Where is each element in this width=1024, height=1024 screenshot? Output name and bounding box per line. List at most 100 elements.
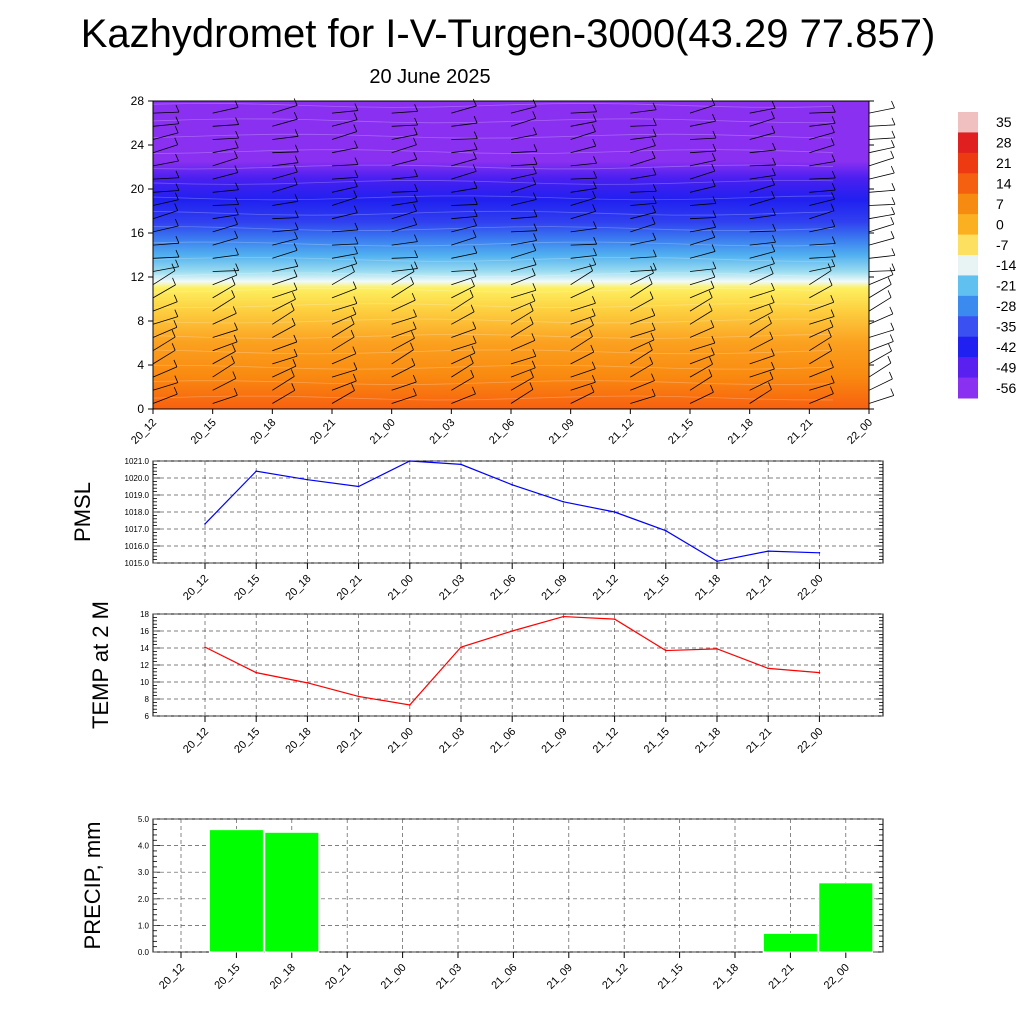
wind-barb-flag <box>472 386 476 395</box>
wind-barb <box>331 186 358 193</box>
data-point <box>562 501 565 503</box>
wind-barb <box>689 375 713 391</box>
wind-barb-flag <box>532 257 537 265</box>
wind-barb <box>749 368 775 378</box>
wind-barb-flag <box>771 125 776 133</box>
wind-barb <box>331 323 355 338</box>
wind-barb <box>152 210 178 220</box>
wind-barb-flag <box>772 207 776 216</box>
wind-barb-flag <box>711 163 716 172</box>
y-tick-label: 8 <box>137 314 144 328</box>
y-tick-label: 1020.0 <box>125 474 150 483</box>
wind-barb-flag <box>472 229 477 238</box>
wind-barb-flag <box>827 329 832 337</box>
data-point <box>460 463 462 466</box>
wind-barb-flag <box>712 261 717 269</box>
x-tick-label: 21_03 <box>437 573 467 603</box>
wind-barb <box>809 382 835 391</box>
wind-barb-flag <box>293 269 298 277</box>
wind-barb-flag <box>353 190 358 198</box>
wind-barb <box>868 350 892 365</box>
wind-barb <box>749 164 776 167</box>
wind-barb-flag <box>890 231 895 239</box>
wind-barb <box>391 299 416 312</box>
wind-barb-flag <box>829 319 834 327</box>
data-point <box>460 646 462 648</box>
precip-bar <box>264 831 320 953</box>
wind-barb <box>689 104 715 114</box>
wind-barb <box>689 226 716 233</box>
wind-barb <box>212 378 237 391</box>
wind-barb <box>570 162 597 167</box>
wind-barb <box>749 149 776 154</box>
wind-barb <box>809 226 835 233</box>
wind-barb-flag <box>470 304 475 312</box>
wind-barb <box>451 187 478 193</box>
wind-barb <box>331 253 358 259</box>
wind-barb-flag <box>590 317 594 326</box>
wind-barb <box>510 199 537 206</box>
wind-barb <box>809 265 835 272</box>
wind-barb-flag <box>235 130 239 139</box>
precip-bar <box>762 932 818 953</box>
wind-barb-flag <box>768 382 772 390</box>
wind-barb-flag <box>593 170 598 179</box>
wind-barb <box>451 204 478 206</box>
wind-barb-flag <box>293 334 298 343</box>
wind-barb <box>272 229 299 233</box>
wind-barb-flag <box>473 142 478 150</box>
wind-barb-flag <box>592 114 597 122</box>
wind-barb-flag <box>351 264 355 272</box>
wind-barb-flag <box>234 217 238 225</box>
x-tick-label: 21_03 <box>427 417 457 447</box>
y-tick-label: 4.0 <box>138 842 150 851</box>
wind-barb-flag <box>294 129 299 137</box>
wind-barb-flag <box>652 118 657 126</box>
wind-barb-flag <box>175 259 179 267</box>
y-tick-label: 10 <box>140 678 149 687</box>
x-tick-label: 21_15 <box>666 417 696 447</box>
isoline <box>152 195 834 201</box>
wind-barb <box>868 124 895 127</box>
wind-barb <box>689 287 715 299</box>
wind-barb-flag <box>294 144 299 152</box>
wind-barb <box>809 256 836 259</box>
wind-barb-flag <box>354 222 359 231</box>
wind-barb-flag <box>771 177 775 185</box>
data-point <box>409 704 411 706</box>
wind-barb <box>630 202 657 206</box>
wind-barb <box>451 138 478 140</box>
x-tick-label: 21_09 <box>539 726 569 756</box>
wind-barb <box>451 122 478 127</box>
wind-barb <box>152 199 179 206</box>
wind-barb <box>570 227 597 233</box>
wind-barb <box>570 131 596 140</box>
wind-barb <box>272 265 298 272</box>
wind-barb <box>570 188 597 193</box>
wind-barb <box>272 217 299 220</box>
wind-barb <box>152 316 178 325</box>
wind-barb <box>510 163 537 167</box>
wind-barb-flag <box>291 383 296 391</box>
wind-barb <box>689 268 716 272</box>
wind-barb-flag <box>414 194 418 202</box>
wind-barb-flag <box>652 249 657 257</box>
wind-barb-flag <box>712 196 717 204</box>
colorbar-label: 21 <box>996 155 1012 171</box>
wind-barb-flag <box>589 329 593 337</box>
wind-barb-flag <box>592 296 596 304</box>
wind-barb <box>391 256 418 259</box>
wind-barb <box>331 303 357 312</box>
x-tick-label: 21_18 <box>693 573 723 603</box>
wind-barb-flag <box>472 164 477 172</box>
wind-barb <box>689 354 715 365</box>
wind-barb <box>510 289 536 299</box>
colorbar-label: -35 <box>996 319 1016 335</box>
data-point <box>562 615 565 618</box>
wind-barb-flag <box>652 102 657 110</box>
wind-barb <box>689 185 716 193</box>
precip-bar <box>208 829 264 953</box>
wind-barb <box>630 272 654 286</box>
y-tick-label: 6 <box>145 712 150 721</box>
